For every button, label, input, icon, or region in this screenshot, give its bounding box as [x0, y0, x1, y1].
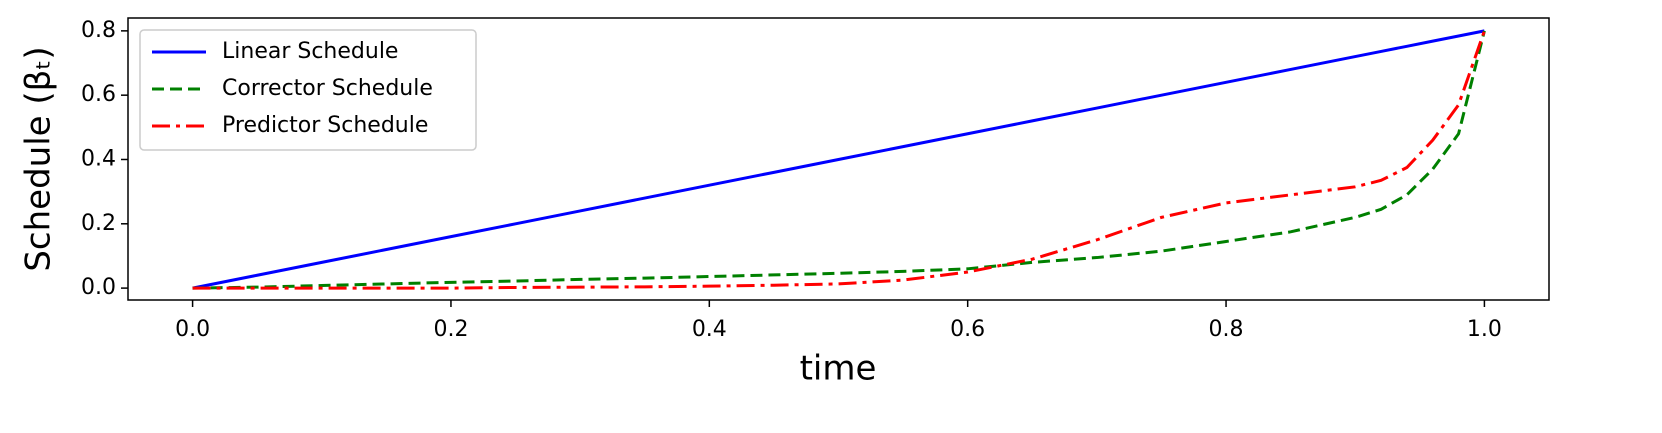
y-tick-label: 0.0	[81, 275, 116, 300]
legend-label: Predictor Schedule	[222, 113, 428, 138]
y-tick-label: 0.4	[81, 146, 116, 171]
y-tick-label: 0.6	[81, 82, 116, 107]
series-line	[192, 30, 1486, 290]
series-line	[192, 30, 1486, 290]
plot-frame	[127, 17, 1550, 301]
y-tick-label: 0.2	[81, 211, 116, 236]
x-tick-label: 1.0	[1467, 317, 1502, 342]
x-tick-label: 0.8	[1209, 317, 1244, 342]
x-tick-label: 0.2	[433, 317, 468, 342]
y-axis-label: Schedule (βₜ)	[19, 46, 59, 271]
series-line	[192, 29, 1485, 290]
legend-label: Corrector Schedule	[222, 76, 433, 101]
legend-box	[139, 29, 477, 151]
x-axis-label: time	[800, 349, 877, 389]
y-tick-label: 0.8	[81, 18, 116, 43]
legend-label: Linear Schedule	[222, 39, 398, 64]
x-tick-label: 0.4	[692, 317, 727, 342]
x-tick-label: 0.6	[950, 317, 985, 342]
x-tick-label: 0.0	[175, 317, 210, 342]
